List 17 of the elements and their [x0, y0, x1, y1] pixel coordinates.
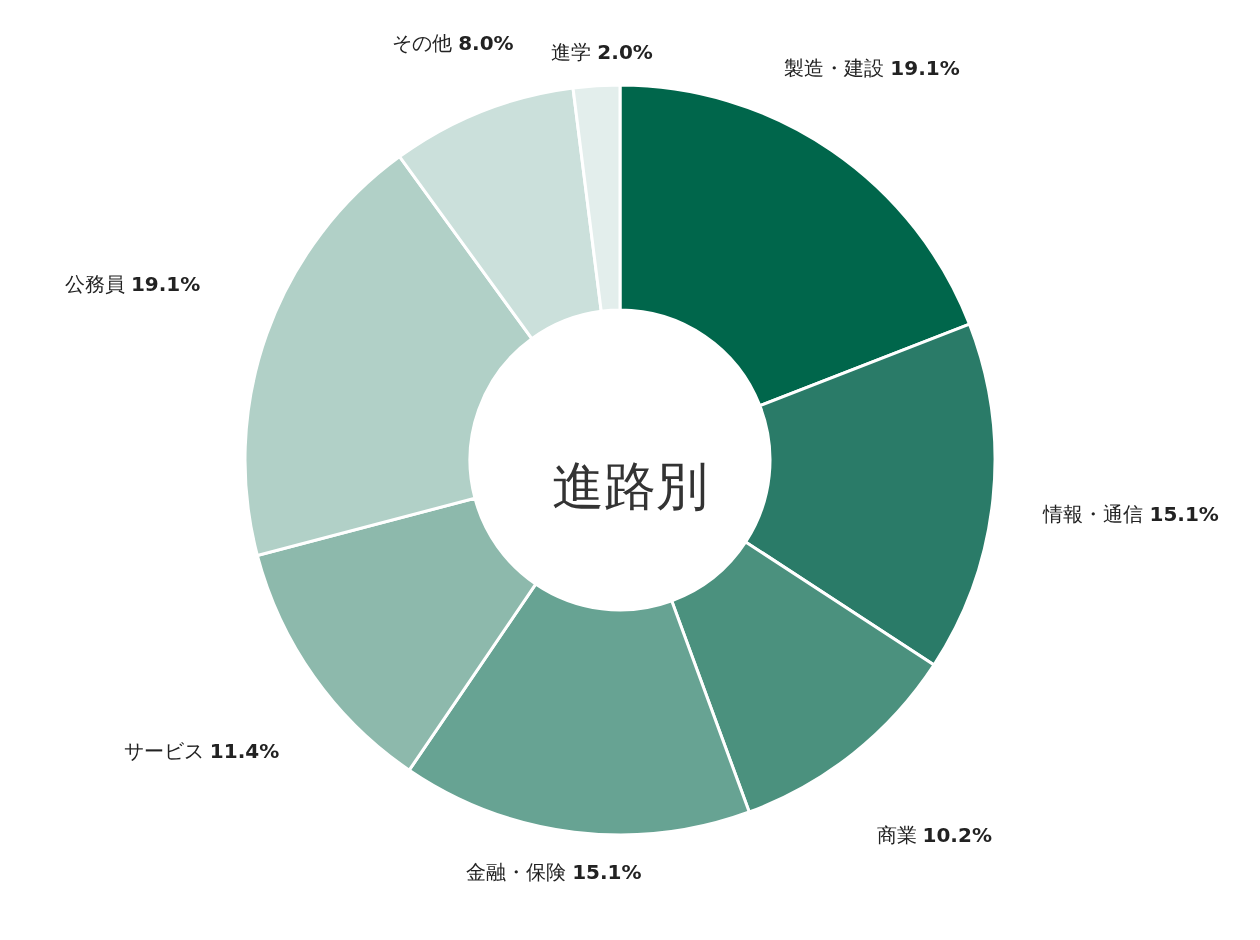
- data-label: 11.4%: [209, 739, 280, 764]
- slice-label: 商業: [876, 823, 917, 848]
- data-label: 2.0%: [597, 39, 653, 64]
- data-label: 15.1%: [572, 859, 642, 884]
- data-label: 15.1%: [1149, 501, 1219, 526]
- slice-label: その他: [392, 30, 453, 55]
- data-label: 19.1%: [130, 271, 201, 296]
- slice-label: 情報・通信: [1042, 501, 1144, 526]
- data-label: 10.2%: [922, 823, 992, 848]
- data-label: 8.0%: [458, 30, 514, 55]
- slice-label: 製造・建設: [784, 56, 885, 81]
- slice-label: 進学: [551, 39, 592, 64]
- slice-label: 公務員: [64, 271, 125, 296]
- slice-label: サービス: [123, 739, 204, 764]
- slice-label: 金融・保険: [466, 859, 567, 884]
- text: 進路別: [552, 456, 708, 516]
- data-label: 19.1%: [890, 56, 960, 81]
